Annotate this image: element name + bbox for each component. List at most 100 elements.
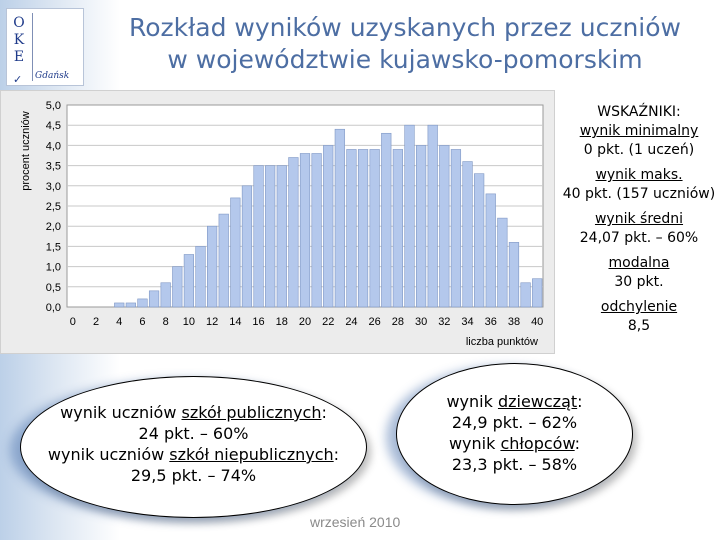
y-tick-labels: 0,0 0,5 1,0 1,5 2,0 2,5 3,0 3,5 4,0 4,5 5,0 [46, 100, 61, 314]
nonpublic-prefix: wynik uczniów [47, 445, 170, 464]
y-tick-label: 1,5 [46, 241, 61, 253]
histogram-bar [485, 193, 496, 308]
histogram-bar [369, 149, 380, 308]
stats-header-item: WSKAŹNIKI: wynik minimalny 0 pkt. (1 ucz… [560, 103, 718, 160]
gender-results-oval: wynik dziewcząt: 24,9 pkt. – 62% wynik c… [396, 363, 633, 505]
footer-date: wrzesień 2010 [310, 514, 401, 530]
histogram-bar [427, 124, 438, 308]
boys-link[interactable]: chłopców [500, 434, 575, 453]
logo-letter-e: E [13, 49, 25, 65]
histogram-bar [520, 282, 531, 308]
public-schools-line: wynik uczniów szkół publicznych: [21, 402, 366, 423]
histogram-bar [160, 282, 171, 308]
x-tick-label: 22 [322, 316, 334, 328]
histogram-bar [474, 173, 485, 308]
x-tick-label: 38 [508, 316, 520, 328]
x-tick-label: 40 [531, 316, 543, 328]
y-tick-label: 2,0 [46, 221, 61, 233]
histogram-bar [265, 165, 276, 308]
histogram-bar [439, 145, 450, 308]
x-tick-labels: 0 2 4 6 8 10 12 14 16 18 20 22 24 26 28 30 32 34 36 38 40 [70, 316, 544, 328]
page-title: Rozkład wyników uzyskanych przez uczniów… [100, 12, 710, 76]
bars [114, 124, 543, 308]
stats-panel: WSKAŹNIKI: wynik minimalny 0 pkt. (1 ucz… [560, 103, 718, 342]
girls-colon: : [577, 392, 583, 411]
x-tick-label: 32 [438, 316, 450, 328]
logo-letter-o: O [13, 15, 25, 31]
min-label[interactable]: wynik minimalny [579, 123, 699, 139]
logo-check-icon: ✓ [13, 73, 23, 86]
y-tick-label: 4,0 [46, 140, 61, 152]
sd-value: 8,5 [627, 318, 651, 334]
histogram-bar [276, 165, 287, 308]
histogram-bar [125, 302, 136, 308]
y-tick-label: 2,5 [46, 201, 61, 213]
x-tick-label: 10 [183, 316, 195, 328]
histogram-bar [137, 298, 148, 308]
y-axis-label: procent uczniów [20, 111, 32, 191]
histogram-bar [218, 213, 229, 308]
public-prefix: wynik uczniów [60, 403, 182, 422]
girls-value: 24,9 pkt. – 62% [451, 413, 578, 432]
x-tick-label: 18 [276, 316, 288, 328]
x-tick-label: 14 [229, 316, 241, 328]
max-label[interactable]: wynik maks. [595, 167, 683, 183]
histogram-bar [241, 185, 253, 308]
histogram-bar [334, 128, 345, 308]
histogram-bar [311, 153, 322, 308]
histogram-bar [404, 124, 415, 308]
y-tick-label: 1,0 [46, 262, 61, 274]
x-axis-label: liczba punktów [466, 336, 538, 348]
histogram-bar [253, 165, 264, 308]
y-tick-label: 3,5 [46, 161, 61, 173]
histogram-bar [195, 246, 206, 308]
oke-logo: O K E ✓ Gdańsk [6, 8, 84, 86]
mean-label[interactable]: wynik średni [594, 211, 684, 227]
y-tick-label: 0,5 [46, 282, 61, 294]
mode-item: modalna 30 pkt. [560, 254, 718, 292]
x-tick-label: 2 [93, 316, 99, 328]
histogram-bar [148, 290, 160, 308]
histogram-bar [357, 149, 369, 308]
x-tick-label: 34 [461, 316, 473, 328]
x-tick-label: 12 [206, 316, 218, 328]
histogram-bar [207, 225, 218, 308]
girls-prefix: wynik [446, 392, 498, 411]
histogram-bar [288, 157, 299, 308]
x-tick-label: 26 [369, 316, 381, 328]
public-colon: : [321, 403, 327, 422]
x-tick-label: 36 [485, 316, 497, 328]
nonpublic-colon: : [333, 445, 340, 464]
x-tick-label: 30 [415, 316, 427, 328]
histogram-bar [450, 149, 462, 308]
y-tick-label: 5,0 [46, 100, 61, 112]
girls-link[interactable]: dziewcząt [497, 392, 578, 411]
histogram-bar [381, 132, 392, 308]
nonpublic-schools-line: wynik uczniów szkół niepublicznych: [21, 444, 366, 465]
histogram-bar [392, 149, 403, 308]
x-tick-label: 8 [163, 316, 169, 328]
public-schools-link[interactable]: szkół publicznych [181, 403, 322, 422]
x-tick-label: 6 [139, 316, 145, 328]
histogram-bar [323, 145, 334, 308]
boys-line: wynik chłopców: [397, 433, 632, 454]
mode-label[interactable]: modalna [608, 255, 670, 271]
boys-colon: : [574, 434, 581, 453]
sd-label[interactable]: odchylenie [600, 299, 678, 315]
stats-header: WSKAŹNIKI: [597, 104, 681, 120]
girls-line: wynik dziewcząt: [397, 391, 632, 412]
x-tick-label: 24 [345, 316, 357, 328]
histogram-bar [172, 266, 183, 308]
logo-letter-k: K [13, 32, 25, 48]
nonpublic-schools-link[interactable]: szkół niepublicznych [169, 445, 334, 464]
logo-divider [32, 13, 33, 81]
y-tick-label: 4,5 [46, 120, 61, 132]
histogram-bar [462, 161, 473, 308]
title-line-2: w województwie kujawsko-pomorskim [167, 45, 643, 74]
mode-value: 30 pkt. [614, 274, 664, 290]
histogram-bar [346, 149, 357, 308]
mean-item: wynik średni 24,07 pkt. – 60% [560, 210, 718, 248]
histogram-bar [230, 197, 241, 308]
